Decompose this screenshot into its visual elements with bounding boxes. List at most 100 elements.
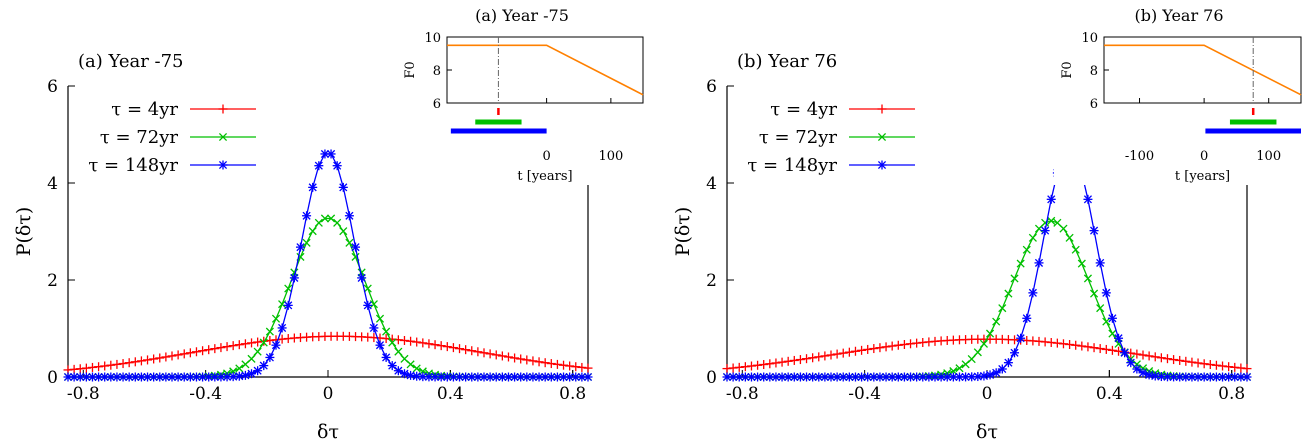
data-point-d2 bbox=[461, 372, 470, 382]
panel-a: -0.8 -0.4 0 0.4 0.8 0 2 4 6 δτ P(δτ) (a) Year -75 τ … bbox=[13, 6, 649, 443]
data-point-d2 bbox=[339, 227, 348, 236]
data-point-d2 bbox=[1132, 364, 1141, 374]
data-point-d2 bbox=[326, 149, 336, 159]
inset-x-tick-label: 100 bbox=[598, 149, 623, 164]
forcing-line bbox=[447, 44, 644, 96]
series-line bbox=[67, 335, 589, 371]
data-point-d2 bbox=[167, 372, 177, 382]
data-point-d2 bbox=[528, 372, 538, 382]
data-point-d2 bbox=[235, 364, 244, 373]
data-point-d2 bbox=[1200, 372, 1209, 382]
x-axis-label: δτ bbox=[317, 421, 339, 443]
data-point-d2 bbox=[1059, 224, 1068, 233]
data-point-d2 bbox=[735, 372, 744, 382]
data-point-d2 bbox=[949, 367, 958, 376]
data-point-d2 bbox=[1089, 226, 1099, 235]
data-point-d2 bbox=[412, 364, 421, 373]
data-point-d2 bbox=[741, 372, 750, 382]
data-point-d2 bbox=[388, 361, 397, 370]
data-point-d2 bbox=[961, 372, 970, 381]
data-point-d2 bbox=[1065, 233, 1074, 242]
legend-marker-d2 bbox=[218, 132, 228, 142]
data-point-d2 bbox=[541, 372, 550, 382]
data-point-d2 bbox=[394, 366, 403, 375]
data-point-d2 bbox=[259, 338, 268, 347]
inset-y-tick-label: 6 bbox=[433, 97, 441, 112]
data-point-d2 bbox=[284, 284, 293, 293]
data-point-d2 bbox=[333, 161, 342, 170]
data-point-d2 bbox=[1108, 329, 1117, 338]
data-point-d2 bbox=[467, 372, 476, 382]
data-point-d2 bbox=[820, 372, 829, 382]
x-tick-label: 0.8 bbox=[1218, 384, 1245, 404]
legend-label: τ = 72yr bbox=[759, 127, 838, 148]
data-point-d2 bbox=[394, 347, 403, 356]
data-point-d2 bbox=[930, 372, 940, 382]
series-line bbox=[68, 153, 588, 378]
data-point-d2 bbox=[912, 372, 921, 382]
data-point-d2 bbox=[137, 372, 146, 382]
data-point-d2 bbox=[369, 323, 378, 333]
data-point-d2 bbox=[1242, 372, 1252, 382]
inset-title: (a) Year -75 bbox=[475, 6, 569, 25]
data-point-d2 bbox=[1004, 358, 1013, 367]
y-tick-label: 4 bbox=[47, 174, 58, 194]
data-point-d2 bbox=[1096, 258, 1105, 267]
data-point-d2 bbox=[1206, 372, 1215, 382]
forcing-line bbox=[1104, 44, 1302, 96]
data-point-d2 bbox=[1096, 304, 1105, 313]
data-point-d2 bbox=[296, 243, 305, 252]
data-point-d2 bbox=[1187, 372, 1197, 382]
data-point-d2 bbox=[1114, 334, 1123, 343]
data-point-d2 bbox=[180, 372, 189, 382]
data-point-d2 bbox=[479, 372, 489, 382]
data-point-d2 bbox=[765, 372, 774, 382]
data-point-d2 bbox=[1193, 372, 1203, 382]
data-point-d2 bbox=[112, 372, 122, 382]
data-point-d2 bbox=[504, 372, 513, 382]
data-point-d2 bbox=[992, 317, 1001, 326]
data-point-d2 bbox=[1047, 216, 1056, 225]
data-point-d2 bbox=[400, 354, 409, 363]
data-point-d2 bbox=[1083, 195, 1093, 204]
y-tick-label: 6 bbox=[706, 77, 717, 97]
data-point-d2 bbox=[443, 372, 452, 382]
data-point-d2 bbox=[351, 252, 360, 261]
inset-y-tick-label: 6 bbox=[1090, 97, 1098, 112]
legend-marker-d2 bbox=[877, 160, 887, 170]
x-tick-label: 0.4 bbox=[437, 384, 464, 404]
data-point-d2 bbox=[437, 372, 446, 382]
series-line bbox=[727, 220, 1247, 378]
inset-y-tick-label: 10 bbox=[1081, 31, 1098, 46]
data-point-d2 bbox=[290, 273, 299, 282]
data-point-d2 bbox=[1126, 358, 1135, 367]
data-point-d2 bbox=[918, 372, 927, 382]
data-point-d2 bbox=[155, 372, 164, 382]
data-point-d2 bbox=[1102, 317, 1111, 326]
data-point-d2 bbox=[955, 372, 964, 382]
data-point-d2 bbox=[418, 372, 427, 381]
data-point-d2 bbox=[1181, 372, 1190, 382]
data-point-d2 bbox=[967, 354, 976, 364]
data-point-d2 bbox=[1016, 334, 1025, 343]
data-point-d2 bbox=[400, 369, 409, 378]
data-point-d2 bbox=[784, 372, 793, 382]
inset-x-tick-label: 0 bbox=[1200, 149, 1208, 164]
data-point-d2 bbox=[1028, 288, 1037, 297]
data-point-d2 bbox=[888, 372, 897, 382]
data-point-d2 bbox=[320, 149, 330, 159]
data-point-d2 bbox=[106, 372, 115, 382]
data-point-d2 bbox=[967, 372, 976, 381]
data-point-d2 bbox=[1022, 314, 1031, 323]
data-point-d2 bbox=[571, 372, 580, 382]
data-point-d2 bbox=[278, 323, 287, 333]
data-point-d2 bbox=[1138, 368, 1148, 377]
data-point-d2 bbox=[1230, 372, 1239, 382]
data-point-d2 bbox=[486, 372, 495, 382]
data-point-d2 bbox=[345, 211, 354, 220]
series-2 bbox=[63, 149, 593, 382]
series-line bbox=[68, 217, 588, 378]
data-point-d2 bbox=[216, 372, 226, 382]
data-point-d2 bbox=[577, 372, 586, 382]
data-point-d2 bbox=[1028, 233, 1037, 242]
